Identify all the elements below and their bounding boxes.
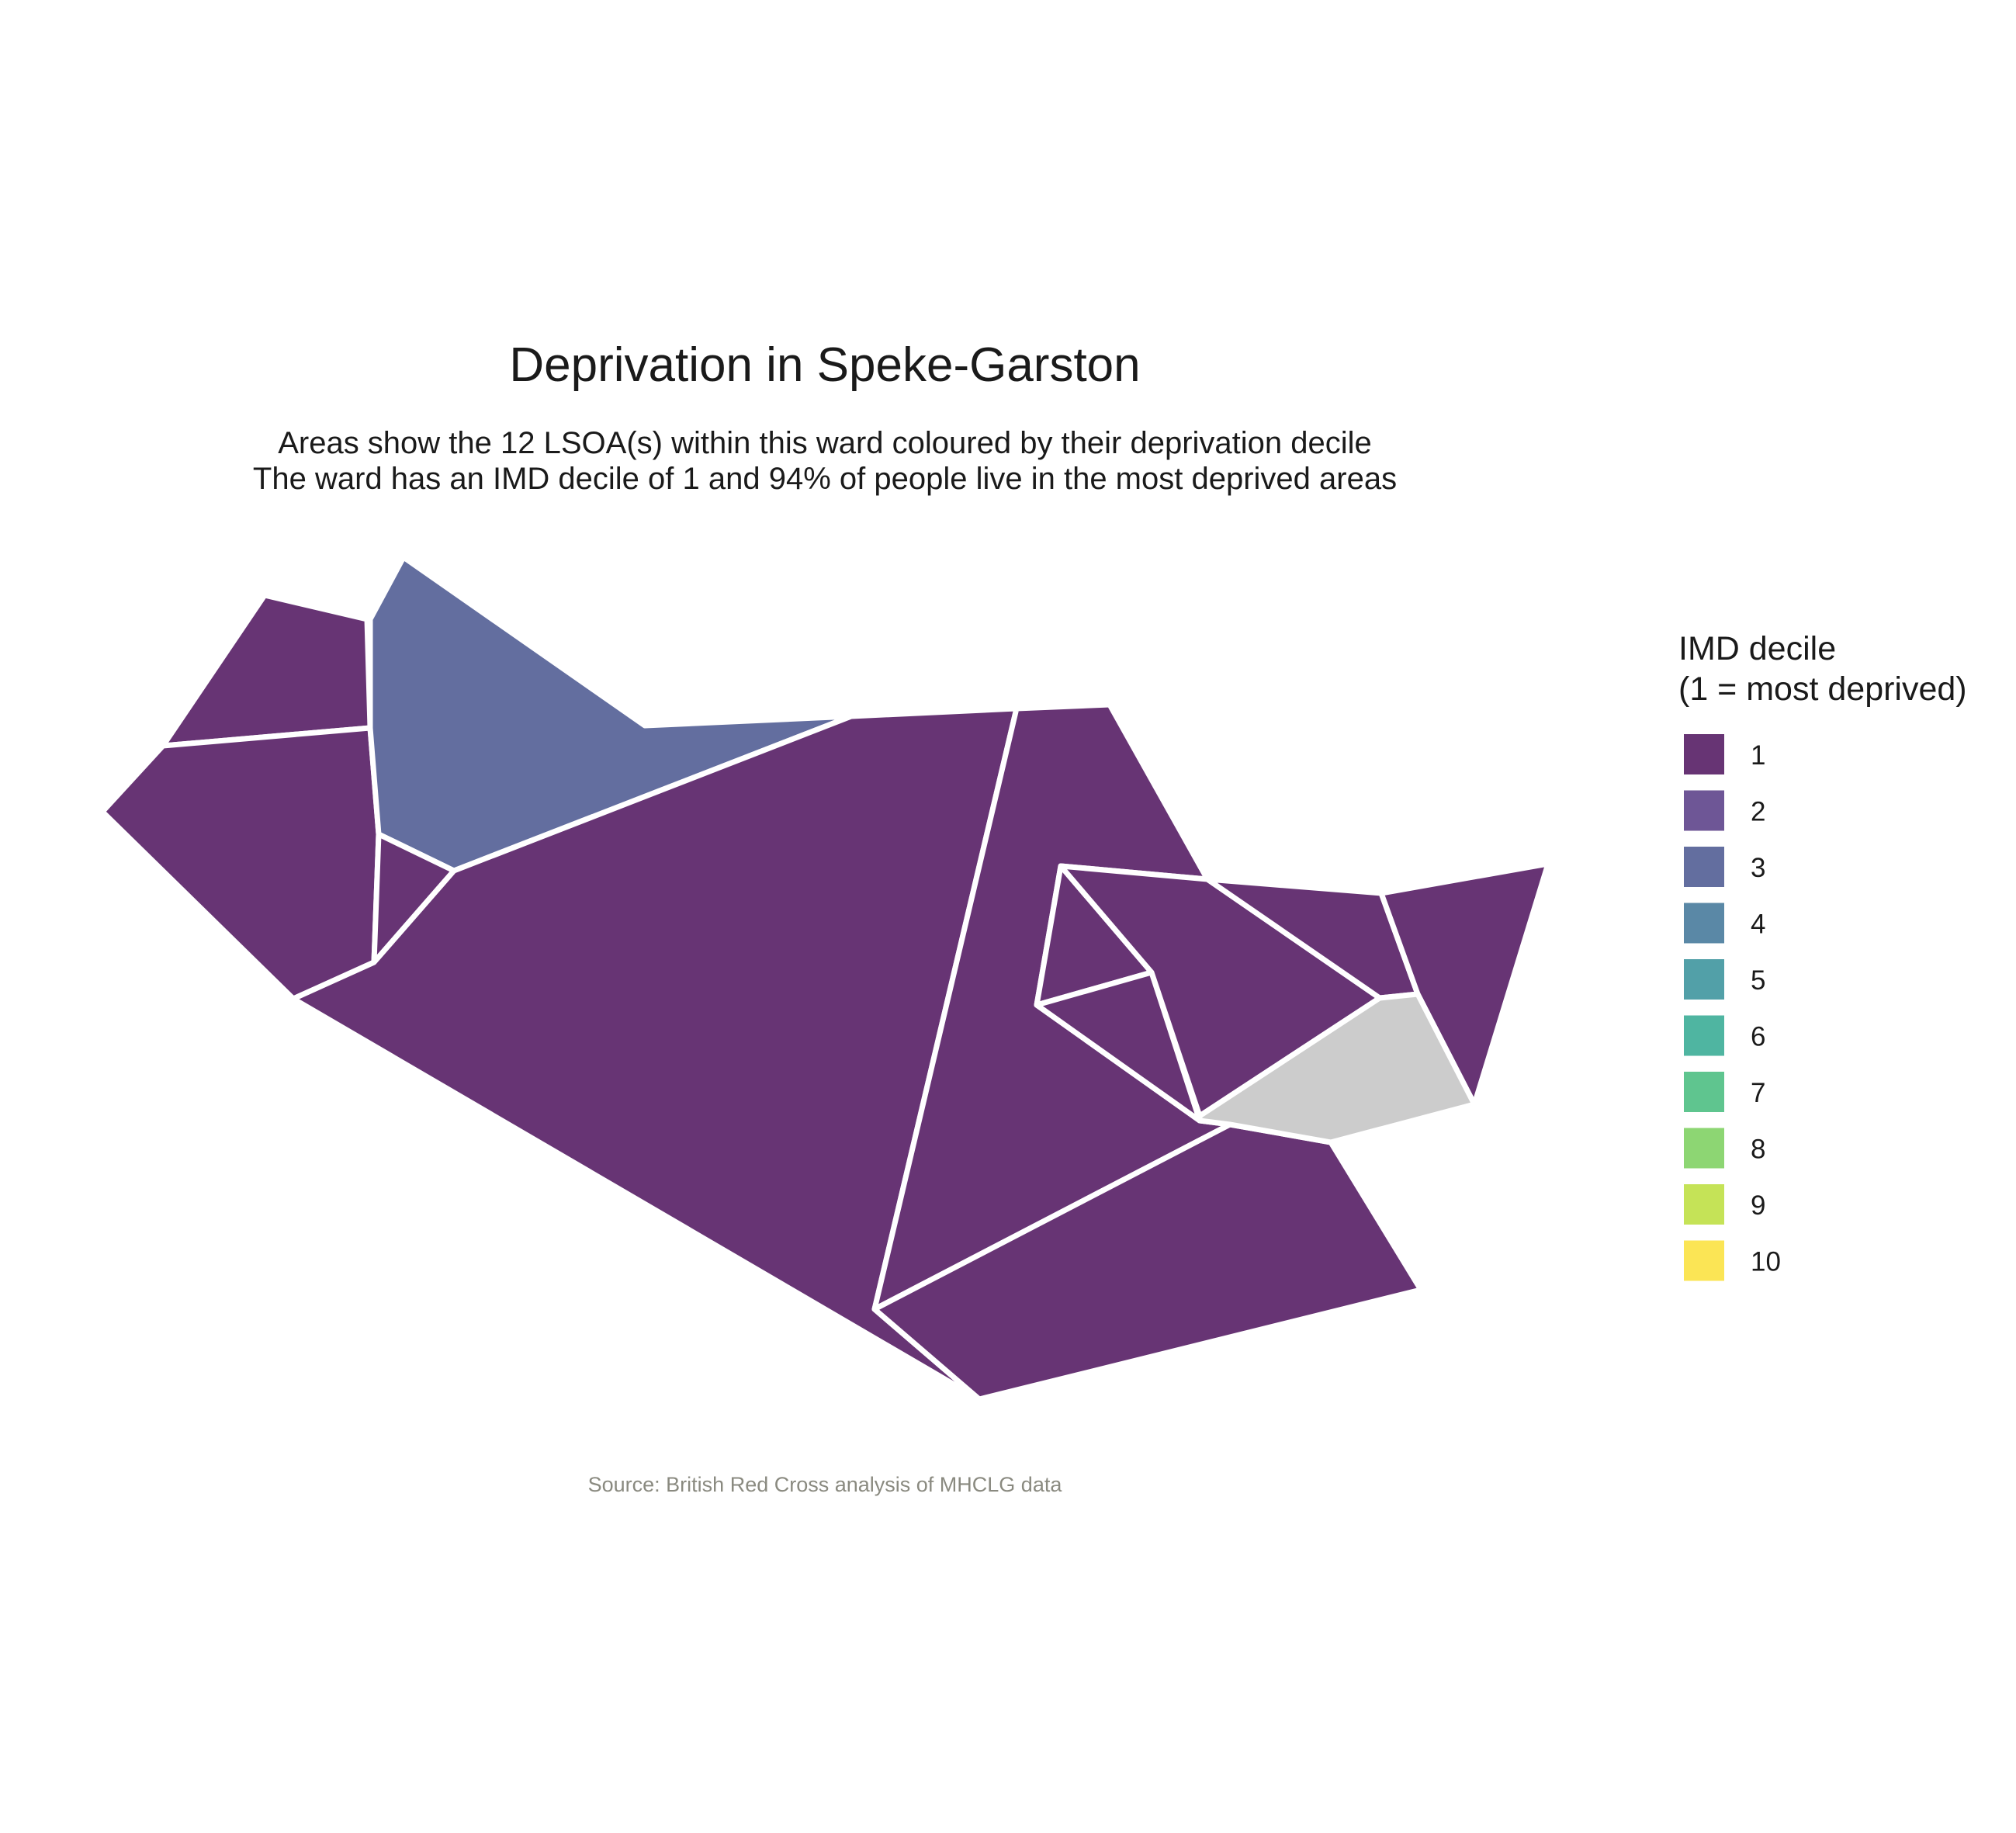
legend-label-1: 1 [1751,740,1765,771]
lsoa-area [99,725,382,1002]
legend-swatch-7 [1684,1072,1724,1112]
legend: IMD decile (1 = most deprived) 1 2 3 4 5 6 7 8 9… [1678,630,1967,1281]
lsoa-areas [99,554,1551,1402]
legend-label-5: 5 [1751,965,1765,996]
legend-swatch-6 [1684,1015,1724,1056]
legend-swatch-8 [1684,1128,1724,1169]
legend-title-line-1: IMD decile [1678,630,1836,667]
legend-label-9: 9 [1751,1190,1765,1221]
legend-swatch-5 [1684,959,1724,1000]
legend-swatch-9 [1684,1184,1724,1225]
legend-label-7: 7 [1751,1078,1765,1108]
legend-label-4: 4 [1751,910,1765,940]
lsoa-area [160,592,373,749]
legend-swatch-1 [1684,734,1724,774]
lsoa-area [1197,991,1477,1145]
map-caption: Source: British Red Cross analysis of MH… [588,1473,1063,1496]
legend-title-line-2: (1 = most deprived) [1678,670,1967,708]
legend-label-6: 6 [1751,1022,1765,1052]
legend-swatch-3 [1684,847,1724,887]
legend-label-2: 2 [1751,797,1765,827]
lsoa-area [871,1121,1424,1402]
legend-swatch-2 [1684,790,1724,831]
map-title: Deprivation in Speke-Garston [509,338,1140,392]
legend-swatch-10 [1684,1240,1724,1281]
legend-label-10: 10 [1751,1247,1781,1277]
legend-label-3: 3 [1751,853,1765,883]
legend-items: 1 2 3 4 5 6 7 8 9 10 [1684,734,1781,1281]
legend-label-8: 8 [1751,1135,1765,1165]
map-subtitle-line-2: The ward has an IMD decile of 1 and 94% … [253,462,1397,496]
map-subtitle-line-1: Areas show the 12 LSOA(s) within this wa… [278,426,1372,460]
legend-swatch-4 [1684,903,1724,944]
